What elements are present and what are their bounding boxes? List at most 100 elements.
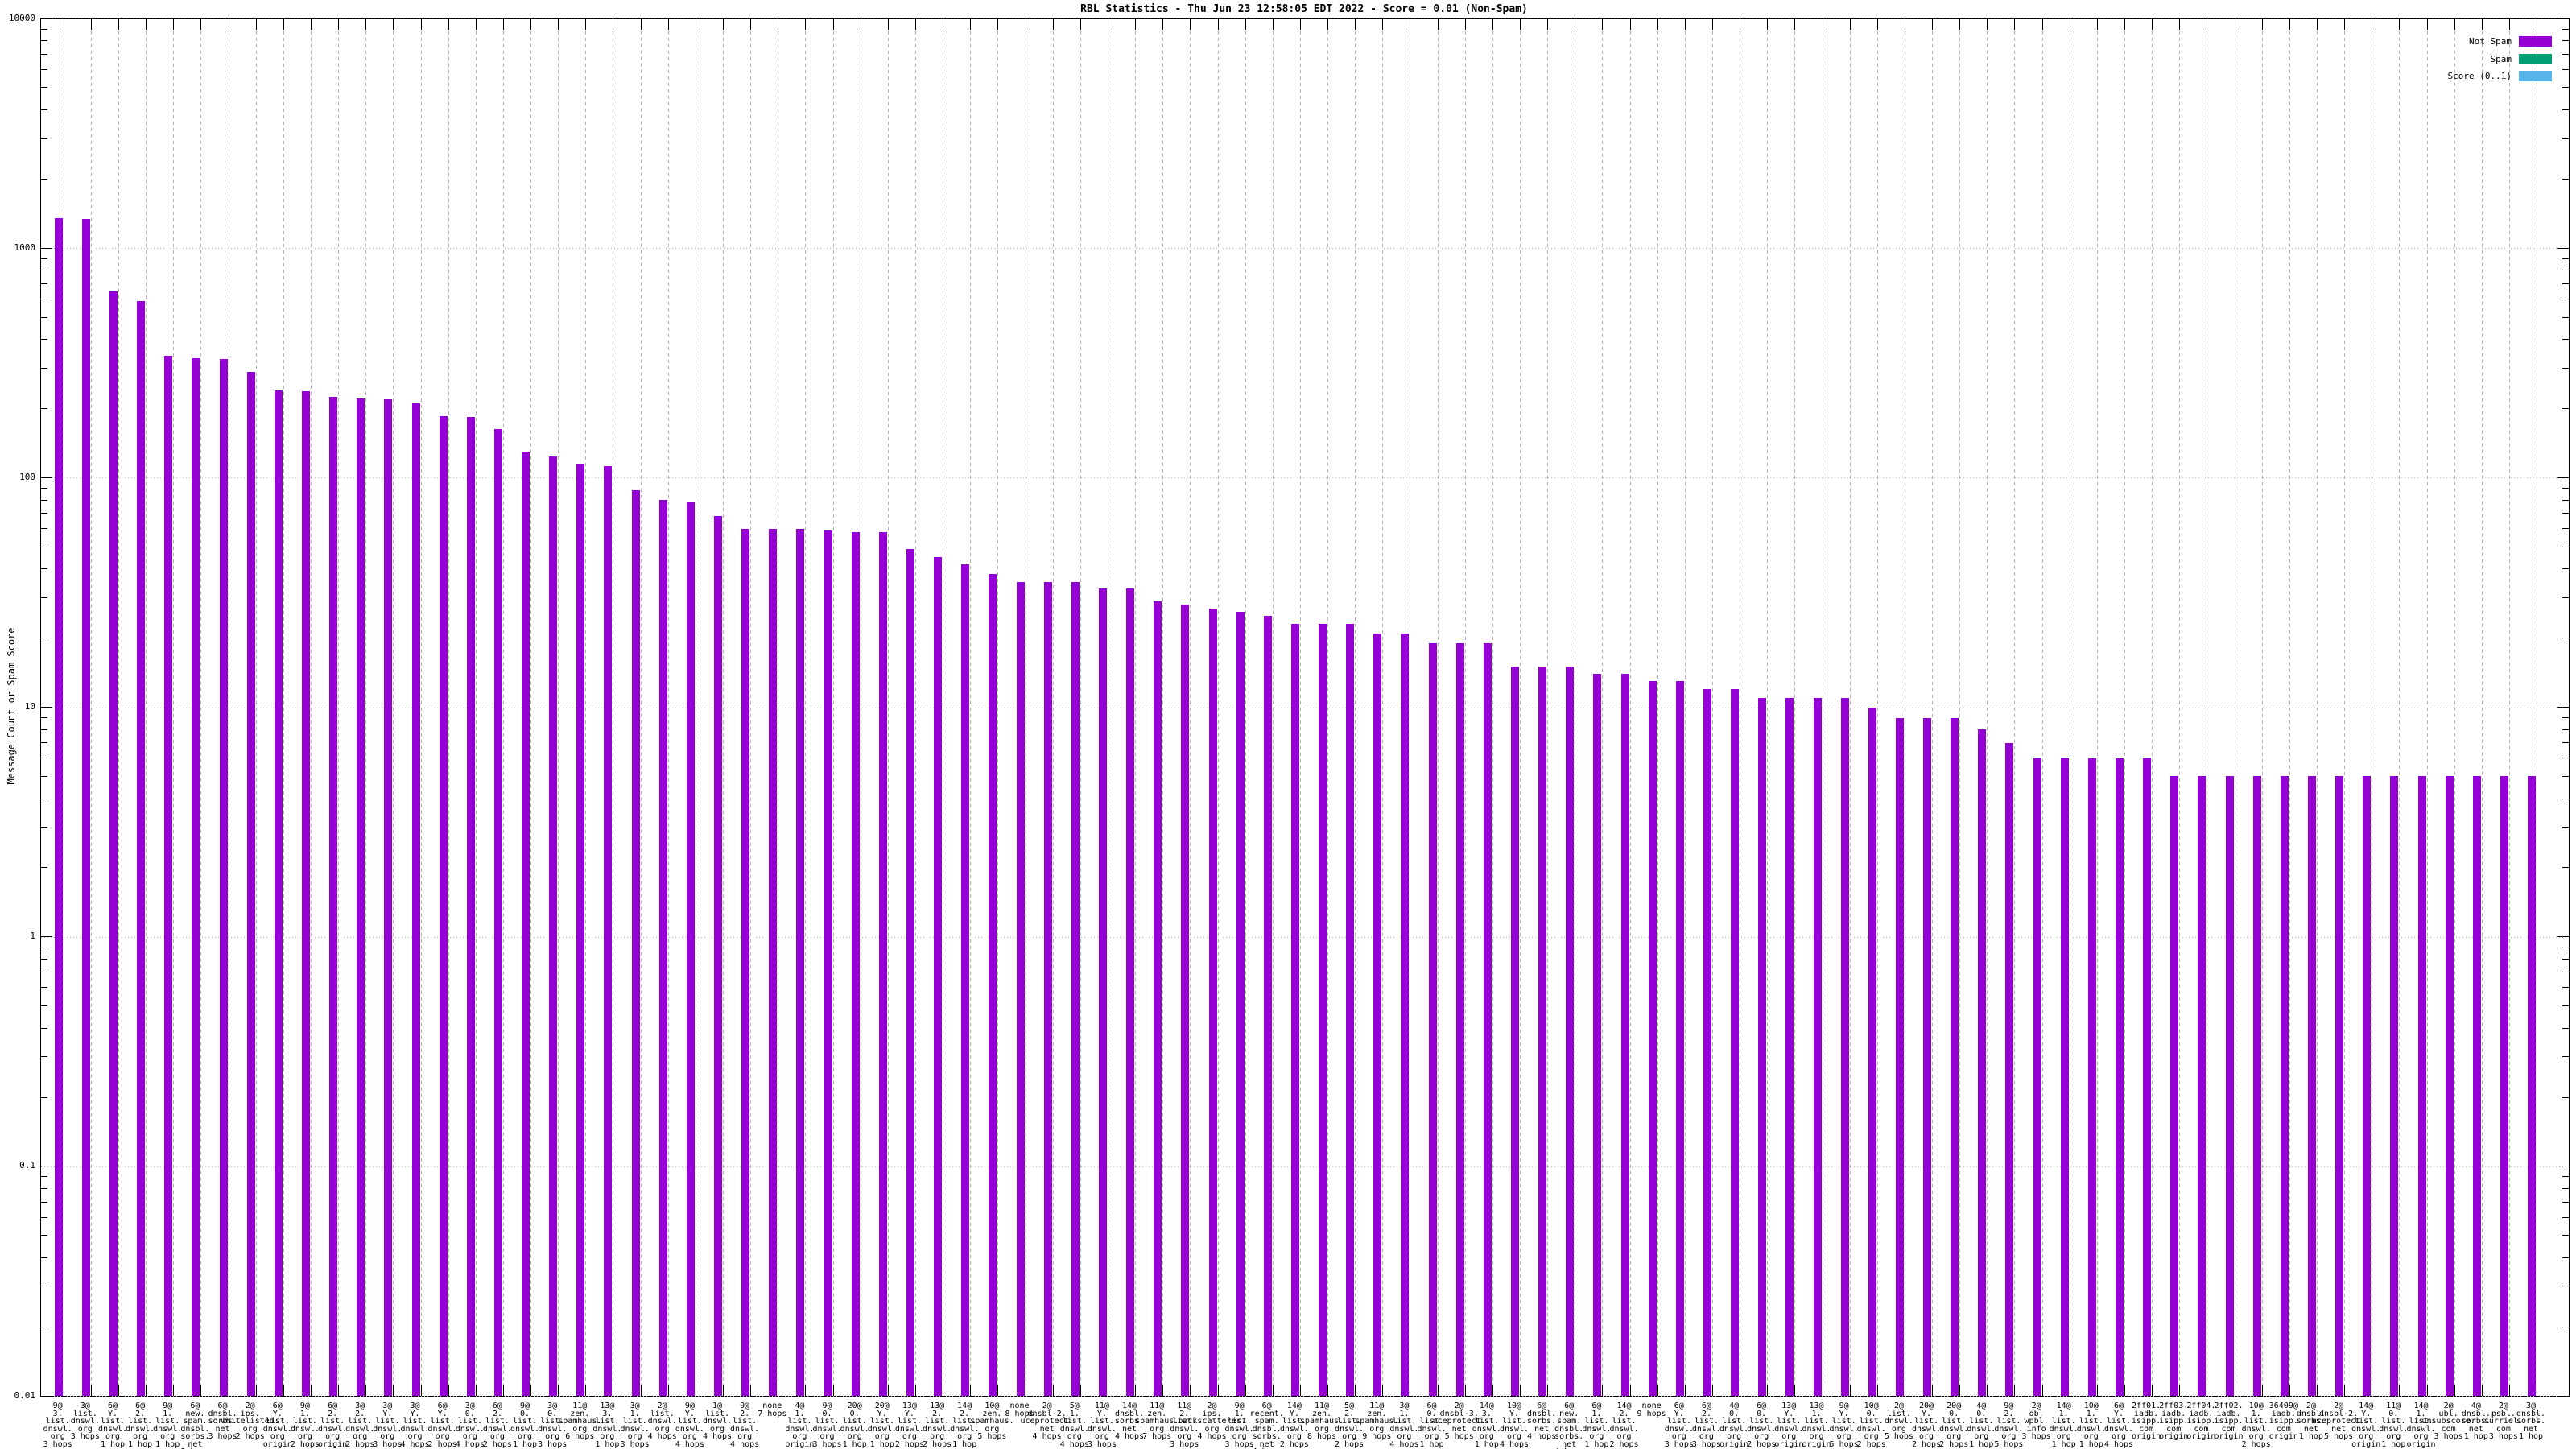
x-bottom-tick <box>2344 1385 2346 1396</box>
x-gridline <box>585 19 587 1396</box>
x-gridline <box>475 19 477 1396</box>
x-bottom-tick <box>2508 1385 2510 1396</box>
x-tick-label: 9@ 0. list. dnswl. org 1 hop <box>510 1402 540 1449</box>
x-tick-label: 11@ zen. spamhaus. org 8 hops <box>1299 1402 1344 1441</box>
y-tick-label: 100 <box>19 471 35 482</box>
x-top-tick <box>2179 19 2181 30</box>
x-bottom-tick <box>1245 1385 1246 1396</box>
x-tick-label: 6@ Y. list. dnswl. org origin <box>262 1402 292 1449</box>
x-top-tick <box>1987 19 1988 30</box>
x-bottom-tick <box>1547 1385 1549 1396</box>
x-bottom-tick <box>750 1385 752 1396</box>
x-tick-label: 6@ Y. list. dnswl. org 1 hop <box>97 1402 128 1449</box>
y-minor-tick <box>41 138 47 139</box>
x-tick-label: 9@ 1. list. dnswl. org 3 hops <box>1224 1402 1254 1449</box>
y-major-tick <box>2557 707 2569 708</box>
x-tick-label: 4@ 0. list. dnswl. org origin <box>1719 1402 1749 1449</box>
y-minor-tick <box>41 68 47 70</box>
x-gridline <box>832 19 834 1396</box>
y-minor-tick <box>2562 1096 2569 1098</box>
x-top-tick <box>2096 19 2098 30</box>
bar <box>522 451 530 1396</box>
x-top-tick <box>1876 19 1878 30</box>
x-tick-label: 11@ zen. spamhaus. org 6 hops <box>558 1402 602 1441</box>
x-gridline <box>502 19 504 1396</box>
x-top-tick <box>448 19 449 30</box>
x-bottom-tick <box>1767 1385 1769 1396</box>
y-minor-tick <box>2562 597 2569 598</box>
bar <box>2528 776 2536 1396</box>
x-bottom-tick <box>723 1385 724 1396</box>
x-top-tick <box>2508 19 2510 30</box>
x-bottom-tick <box>1162 1385 1164 1396</box>
bar <box>137 300 146 1396</box>
y-minor-tick <box>41 827 47 828</box>
x-bottom-tick <box>1437 1385 1439 1396</box>
x-bottom-tick <box>2454 1385 2455 1396</box>
x-gridline <box>530 19 531 1396</box>
x-gridline <box>750 19 752 1396</box>
bar <box>439 415 448 1396</box>
x-tick-label: 6@ recent. spam. dnsbl. sorbs. net 4 hop… <box>1249 1402 1284 1449</box>
x-gridline <box>310 19 312 1396</box>
y-minor-tick <box>41 316 47 318</box>
x-bottom-tick <box>1987 1385 1988 1396</box>
x-top-tick <box>805 19 807 30</box>
bar <box>1428 643 1437 1396</box>
x-top-tick <box>723 19 724 30</box>
x-gridline <box>1959 19 1961 1396</box>
y-minor-tick <box>2562 367 2569 369</box>
x-top-tick <box>173 19 175 30</box>
x-top-tick <box>750 19 752 30</box>
x-bottom-tick <box>1382 1385 1384 1396</box>
x-gridline <box>90 19 92 1396</box>
x-tick-label: 6@ 2. list. dnswl. org 2 hops <box>482 1402 512 1449</box>
x-tick-label: 2@ ips. backscatterer. org 4 hops <box>1178 1402 1246 1441</box>
y-minor-tick <box>2562 68 2569 70</box>
x-tick-label: 11@ zen. spamhaus. org 7 hops <box>1135 1402 1179 1441</box>
x-gridline <box>420 19 422 1396</box>
x-top-tick <box>90 19 92 30</box>
y-major-tick <box>2557 477 2569 478</box>
x-top-tick <box>997 19 999 30</box>
x-tick-label: 13@ 1. list. dnswl. org origin <box>1802 1402 1831 1449</box>
x-gridline <box>393 19 394 1396</box>
x-bottom-tick <box>997 1385 999 1396</box>
y-minor-tick <box>41 513 47 514</box>
bar <box>961 564 970 1396</box>
x-top-tick <box>832 19 834 30</box>
x-tick-label: 2@ dnsbl-2. uceprotect. net 4 hops <box>1020 1402 1074 1441</box>
y-minor-tick <box>41 1096 47 1098</box>
x-tick-label: 14@ 3. list. dnswl. org 1 hop <box>1472 1402 1501 1449</box>
y-gridline <box>41 477 2569 479</box>
x-bottom-tick <box>173 1385 175 1396</box>
bar <box>824 530 832 1396</box>
x-gridline <box>1547 19 1549 1396</box>
bar <box>2033 758 2041 1396</box>
x-gridline <box>283 19 284 1396</box>
y-minor-tick <box>2562 1201 2569 1203</box>
x-gridline <box>1520 19 1521 1396</box>
x-top-tick <box>640 19 642 30</box>
x-tick-label: 3@ 2. list. dnswl. org 2 hops <box>345 1402 375 1449</box>
x-gridline <box>200 19 202 1396</box>
x-bottom-tick <box>2481 1385 2483 1396</box>
x-bottom-tick <box>887 1385 889 1396</box>
x-gridline <box>2152 19 2153 1396</box>
x-bottom-tick <box>1876 1385 1878 1396</box>
x-top-tick <box>1711 19 1713 30</box>
bar <box>219 358 228 1396</box>
x-gridline <box>146 19 147 1396</box>
x-tick-label: 6@ 2. list. dnswl. org 1 hop <box>126 1402 155 1449</box>
bar <box>2170 776 2179 1396</box>
x-gridline <box>1932 19 1933 1396</box>
x-tick-label: 2@ list. dnswl. org 4 hops <box>647 1402 677 1441</box>
x-gridline <box>1272 19 1274 1396</box>
y-minor-tick <box>2562 53 2569 55</box>
x-tick-label: 6@ new. spam. dnsbl. sorbs. net 3 hops <box>180 1402 210 1449</box>
bar <box>686 502 695 1396</box>
y-minor-tick <box>2562 867 2569 869</box>
x-gridline <box>1135 19 1136 1396</box>
y-major-tick <box>41 477 52 478</box>
